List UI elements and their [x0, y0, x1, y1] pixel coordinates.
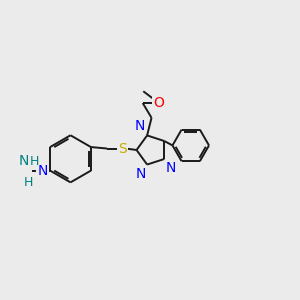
- Text: N: N: [38, 164, 48, 178]
- Text: N: N: [134, 119, 145, 133]
- Text: N: N: [135, 167, 146, 181]
- Text: H: H: [29, 155, 39, 168]
- Text: O: O: [154, 96, 164, 110]
- Text: H: H: [23, 176, 33, 189]
- Text: N: N: [19, 154, 29, 168]
- Text: S: S: [118, 142, 127, 155]
- Text: N: N: [166, 161, 176, 176]
